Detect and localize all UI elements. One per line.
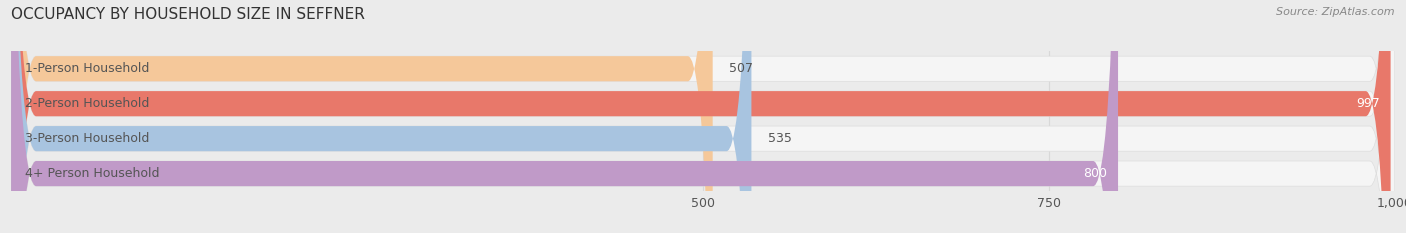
FancyBboxPatch shape <box>11 0 1118 233</box>
Text: 800: 800 <box>1083 167 1107 180</box>
FancyBboxPatch shape <box>11 0 1395 233</box>
Text: 1-Person Household: 1-Person Household <box>25 62 149 75</box>
Text: 507: 507 <box>730 62 754 75</box>
FancyBboxPatch shape <box>11 0 713 233</box>
Text: 4+ Person Household: 4+ Person Household <box>25 167 160 180</box>
Text: 535: 535 <box>768 132 792 145</box>
Text: 3-Person Household: 3-Person Household <box>25 132 149 145</box>
FancyBboxPatch shape <box>11 0 1395 233</box>
Text: 2-Person Household: 2-Person Household <box>25 97 149 110</box>
FancyBboxPatch shape <box>11 0 751 233</box>
Text: OCCUPANCY BY HOUSEHOLD SIZE IN SEFFNER: OCCUPANCY BY HOUSEHOLD SIZE IN SEFFNER <box>11 7 366 22</box>
Text: 997: 997 <box>1355 97 1379 110</box>
FancyBboxPatch shape <box>11 0 1391 233</box>
Text: Source: ZipAtlas.com: Source: ZipAtlas.com <box>1277 7 1395 17</box>
FancyBboxPatch shape <box>11 0 1395 233</box>
FancyBboxPatch shape <box>11 0 1395 233</box>
